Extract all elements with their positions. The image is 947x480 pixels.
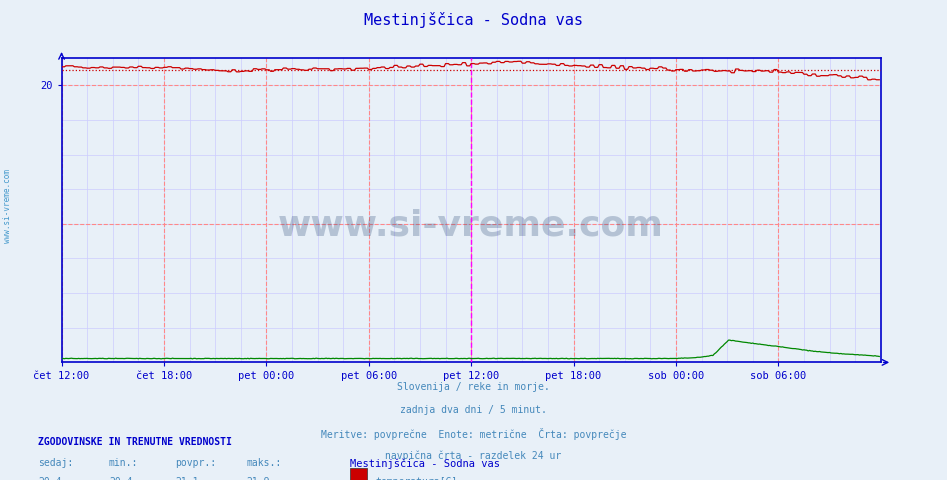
- Text: Mestinjščica - Sodna vas: Mestinjščica - Sodna vas: [364, 12, 583, 28]
- Text: 20,4: 20,4: [109, 477, 133, 480]
- Text: Mestinjščica - Sodna vas: Mestinjščica - Sodna vas: [350, 458, 500, 469]
- Text: navpična črta - razdelek 24 ur: navpična črta - razdelek 24 ur: [385, 451, 562, 461]
- Text: min.:: min.:: [109, 458, 138, 468]
- Text: Slovenija / reke in morje.: Slovenija / reke in morje.: [397, 382, 550, 392]
- Text: zadnja dva dni / 5 minut.: zadnja dva dni / 5 minut.: [400, 405, 547, 415]
- Text: www.si-vreme.com: www.si-vreme.com: [3, 169, 12, 243]
- Text: maks.:: maks.:: [246, 458, 281, 468]
- Text: povpr.:: povpr.:: [175, 458, 216, 468]
- Text: ZGODOVINSKE IN TRENUTNE VREDNOSTI: ZGODOVINSKE IN TRENUTNE VREDNOSTI: [38, 437, 232, 447]
- Text: temperatura[C]: temperatura[C]: [375, 477, 457, 480]
- Text: sedaj:: sedaj:: [38, 458, 73, 468]
- Text: 21,9: 21,9: [246, 477, 270, 480]
- Text: www.si-vreme.com: www.si-vreme.com: [278, 208, 664, 242]
- Text: Meritve: povprečne  Enote: metrične  Črta: povprečje: Meritve: povprečne Enote: metrične Črta:…: [321, 428, 626, 440]
- Text: 20,4: 20,4: [38, 477, 62, 480]
- Text: 21,1: 21,1: [175, 477, 199, 480]
